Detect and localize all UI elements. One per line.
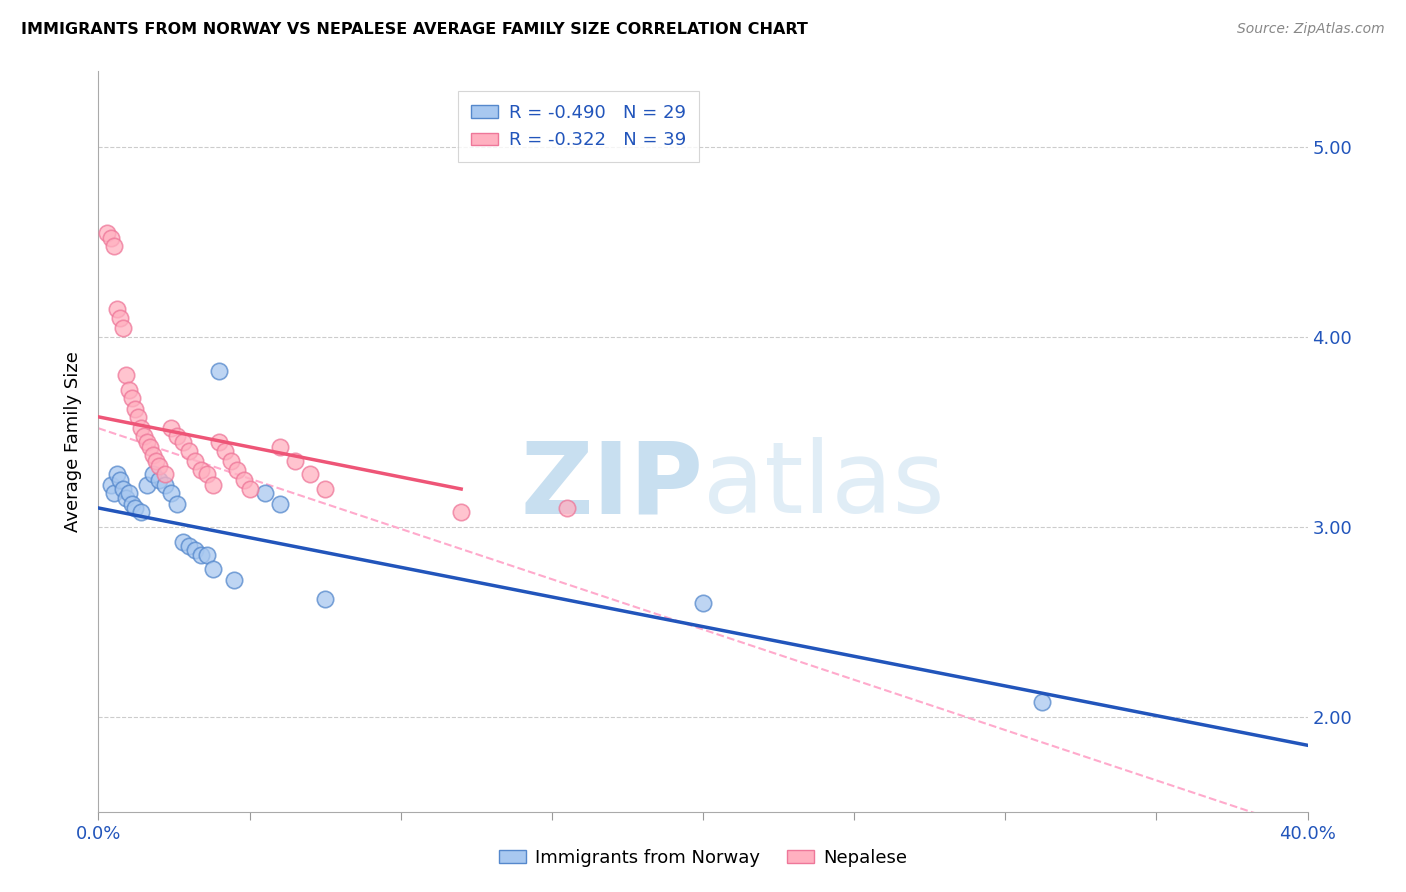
Point: [692, 596, 714, 610]
Point: [121, 391, 143, 405]
Point: [184, 542, 207, 557]
Point: [1031, 695, 1053, 709]
Point: [118, 384, 141, 398]
Point: [214, 444, 236, 458]
Legend: R = -0.490   N = 29, R = -0.322   N = 39: R = -0.490 N = 29, R = -0.322 N = 39: [458, 92, 699, 161]
Point: [148, 473, 170, 487]
Point: [132, 429, 155, 443]
Point: [105, 467, 128, 481]
Point: [314, 482, 336, 496]
Point: [232, 473, 254, 487]
Point: [127, 409, 149, 424]
Point: [314, 592, 336, 607]
Point: [172, 535, 194, 549]
Point: [105, 301, 128, 316]
Point: [135, 434, 157, 449]
Point: [195, 467, 218, 481]
Point: [179, 539, 201, 553]
Point: [153, 467, 176, 481]
Point: [142, 467, 165, 481]
Point: [172, 434, 194, 449]
Point: [148, 459, 170, 474]
Point: [108, 473, 131, 487]
Point: [208, 434, 231, 449]
Point: [450, 505, 472, 519]
Point: [299, 467, 322, 481]
Point: [103, 485, 125, 500]
Point: [160, 485, 183, 500]
Point: [111, 320, 134, 334]
Legend: Immigrants from Norway, Nepalese: Immigrants from Norway, Nepalese: [492, 842, 914, 874]
Text: IMMIGRANTS FROM NORWAY VS NEPALESE AVERAGE FAMILY SIZE CORRELATION CHART: IMMIGRANTS FROM NORWAY VS NEPALESE AVERA…: [21, 22, 808, 37]
Point: [160, 421, 183, 435]
Point: [190, 549, 212, 563]
Point: [269, 497, 291, 511]
Text: atlas: atlas: [703, 437, 945, 534]
Point: [190, 463, 212, 477]
Point: [179, 444, 201, 458]
Point: [195, 549, 218, 563]
Point: [145, 453, 167, 467]
Text: Source: ZipAtlas.com: Source: ZipAtlas.com: [1237, 22, 1385, 37]
Point: [103, 239, 125, 253]
Point: [139, 440, 162, 454]
Point: [129, 421, 152, 435]
Point: [202, 478, 225, 492]
Point: [96, 226, 118, 240]
Point: [284, 453, 307, 467]
Point: [129, 505, 152, 519]
Point: [226, 463, 249, 477]
Point: [100, 231, 122, 245]
Text: ZIP: ZIP: [520, 437, 703, 534]
Point: [269, 440, 291, 454]
Point: [166, 429, 188, 443]
Y-axis label: Average Family Size: Average Family Size: [63, 351, 82, 532]
Point: [121, 497, 143, 511]
Point: [111, 482, 134, 496]
Point: [135, 478, 157, 492]
Point: [555, 500, 578, 515]
Point: [100, 478, 122, 492]
Point: [153, 478, 176, 492]
Point: [224, 573, 246, 587]
Point: [166, 497, 188, 511]
Point: [108, 311, 131, 326]
Point: [124, 402, 146, 417]
Point: [142, 448, 165, 462]
Point: [184, 453, 207, 467]
Point: [202, 562, 225, 576]
Point: [253, 485, 276, 500]
Point: [114, 368, 136, 383]
Point: [239, 482, 262, 496]
Point: [118, 485, 141, 500]
Point: [114, 491, 136, 506]
Point: [221, 453, 243, 467]
Point: [208, 364, 231, 378]
Point: [124, 500, 146, 515]
